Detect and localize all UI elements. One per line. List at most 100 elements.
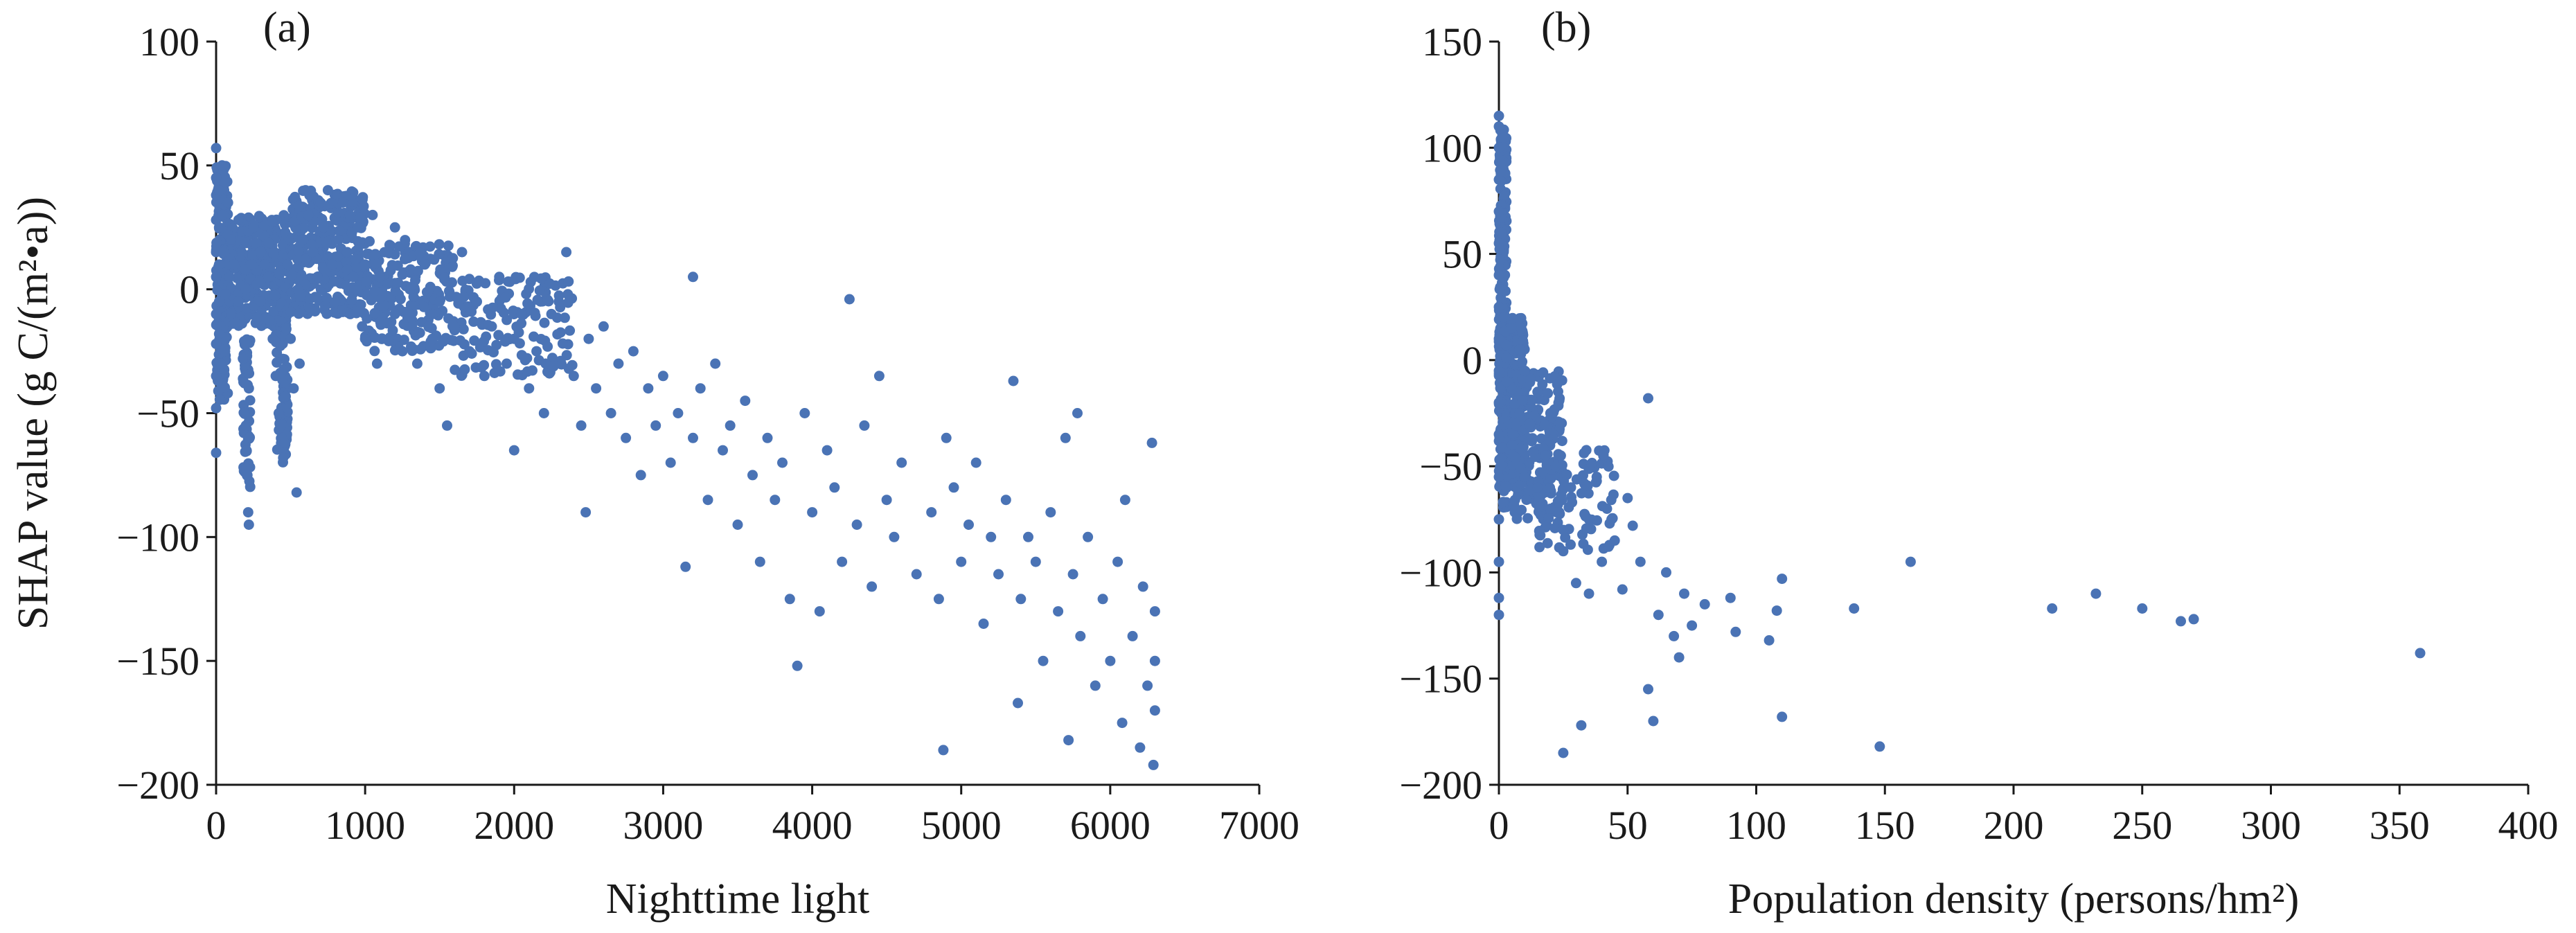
data-point [350,254,362,265]
data-point [1507,312,1518,323]
data-point [329,307,340,318]
data-point [1771,605,1782,616]
data-point [576,420,587,431]
data-point [2415,648,2426,659]
panel-label: (a) [263,4,311,51]
y-axis-title: SHAP value (g C/(m²•a)) [10,197,57,630]
data-point [238,400,249,411]
data-point [1592,515,1602,526]
data-point [312,294,323,305]
data-point [389,222,400,233]
data-point [948,482,959,493]
data-point [211,338,222,349]
data-point [565,325,576,336]
data-point [530,310,541,321]
data-point [1542,537,1553,549]
y-tick-label: 100 [139,19,199,64]
data-point [1493,238,1504,249]
data-point [280,226,291,238]
x-tick-label: 0 [206,803,226,848]
data-point [240,420,251,431]
data-point [1622,492,1633,504]
data-point [494,272,505,283]
data-point [410,275,420,286]
y-tick-label: 50 [159,143,199,188]
data-point [498,307,509,318]
data-point [2047,603,2058,614]
data-point [397,346,408,357]
data-point [1905,556,1916,567]
data-point [1558,524,1569,535]
y-tick-label: −150 [116,639,199,684]
data-point [408,344,419,355]
data-point [308,247,319,258]
data-point [281,391,291,402]
data-point [1601,504,1613,514]
data-point [1598,450,1609,461]
data-point [1127,630,1138,641]
data-point [1493,397,1504,408]
data-point [524,283,535,294]
data-point [1777,711,1788,722]
data-point [357,321,368,332]
panel-label: (b) [1541,4,1591,51]
y-tick-label: 50 [1442,232,1482,277]
data-point [740,396,751,407]
data-point [226,234,236,245]
data-point [702,495,713,506]
data-point [279,437,290,448]
data-point [1507,428,1518,439]
data-point [238,353,249,364]
data-point [419,259,430,270]
scatter-points [1493,110,2426,758]
data-point [273,408,284,418]
y-tick-label: −100 [1399,550,1482,595]
data-point [1493,206,1504,217]
data-point [784,594,795,605]
data-point [747,470,758,481]
data-point [251,312,263,323]
data-point [211,172,222,184]
data-point [499,336,510,347]
data-point [493,330,504,341]
data-point [1586,457,1597,468]
data-point [1539,419,1550,430]
data-point [348,272,359,283]
data-point [328,276,339,287]
data-point [613,358,624,369]
data-point [762,432,773,443]
data-point [1527,395,1538,406]
data-point [293,245,304,256]
data-point [418,301,429,312]
data-point [267,333,278,344]
data-point [458,323,469,335]
data-point [233,215,244,225]
data-point [382,318,393,329]
data-point [1137,581,1148,592]
data-point [814,606,825,617]
data-point [282,259,293,270]
data-point [1097,594,1108,605]
data-point [688,432,698,443]
x-tick-label: 5000 [921,803,1002,848]
data-point [1561,469,1572,480]
data-point [2188,614,2199,625]
data-point [1764,635,1775,646]
data-point [710,358,721,369]
data-point [628,346,639,357]
data-point [673,408,684,418]
x-tick-label: 250 [2112,803,2172,848]
data-point [1529,452,1540,462]
data-point [332,251,343,262]
data-point [1135,742,1146,753]
data-point [844,294,855,305]
data-point [643,383,654,394]
x-axis-title: Nighttime light [606,876,870,923]
data-point [546,308,557,319]
data-point [1495,165,1506,176]
data-point [1509,398,1520,409]
data-point [562,297,574,308]
data-point [268,247,279,258]
data-point [402,306,414,317]
data-point [1493,610,1504,621]
